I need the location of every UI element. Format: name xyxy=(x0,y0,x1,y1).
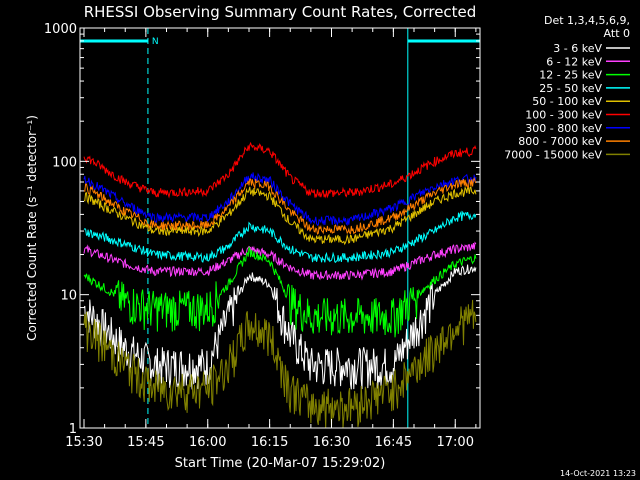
legend-label-5: 100 - 300 keV xyxy=(525,109,602,122)
legend-label-8: 7000 - 15000 keV xyxy=(504,148,602,161)
x-tick-label-2: 16:00 xyxy=(189,435,226,450)
x-tick-label-5: 16:45 xyxy=(375,435,412,450)
legend-label-3: 25 - 50 keV xyxy=(539,82,602,95)
y-axis-label: Corrected Count Rate (s⁻¹ detector⁻¹) xyxy=(25,115,39,341)
y-tick-label-0: 1 xyxy=(69,422,77,437)
legend-header-line-2: Att 0 xyxy=(604,27,630,40)
y-tick-label-1: 10 xyxy=(60,289,77,304)
chart-title: RHESSI Observing Summary Count Rates, Co… xyxy=(84,3,477,21)
x-tick-label-4: 16:30 xyxy=(313,435,350,450)
series-line-4 xyxy=(83,185,477,246)
y-tick-label-3: 1000 xyxy=(44,22,77,37)
y-tick-label-2: 100 xyxy=(52,155,77,170)
series-line-5 xyxy=(83,141,477,199)
legend-label-2: 12 - 25 keV xyxy=(539,69,602,82)
series-line-1 xyxy=(83,241,477,281)
legend-label-6: 300 - 800 keV xyxy=(525,122,602,135)
x-tick-label-1: 15:45 xyxy=(127,435,164,450)
legend-label-0: 3 - 6 keV xyxy=(553,42,602,55)
plot-frame xyxy=(79,27,481,429)
x-tick-label-6: 17:00 xyxy=(437,435,474,450)
series-line-3 xyxy=(83,210,477,263)
legend-label-4: 50 - 100 keV xyxy=(532,95,602,108)
series-line-2 xyxy=(83,245,477,338)
x-axis-label: Start Time (20-Mar-07 15:29:02) xyxy=(175,456,386,471)
generation-timestamp: 14-Oct-2021 13:23 xyxy=(560,469,636,478)
x-tick-label-3: 16:15 xyxy=(251,435,288,450)
series-line-8 xyxy=(83,299,477,429)
series-line-6 xyxy=(83,172,477,227)
legend-label-7: 800 - 7000 keV xyxy=(518,135,602,148)
x-tick-label-0: 15:30 xyxy=(65,435,102,450)
legend-label-1: 6 - 12 keV xyxy=(546,55,602,68)
night-bar-label-0: N xyxy=(152,37,159,47)
legend-header-line-1: Det 1,3,4,5,6,9, xyxy=(544,14,630,27)
series-line-7 xyxy=(83,177,477,235)
series-line-0 xyxy=(83,264,477,390)
